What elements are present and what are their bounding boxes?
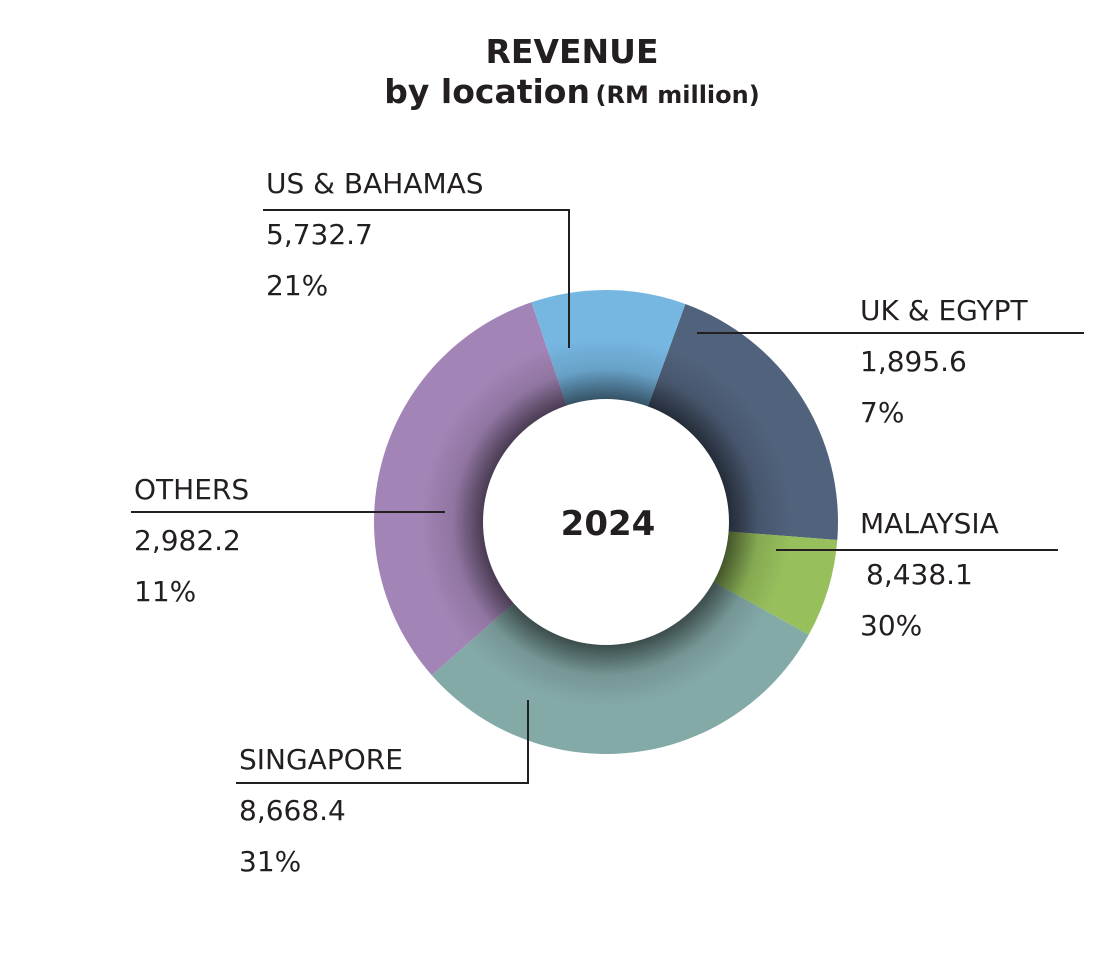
slice-name: US & BAHAMAS [266, 167, 484, 200]
leader-lines [131, 209, 1084, 784]
slice-value: 8,668.4 [239, 794, 346, 827]
donut-hole [483, 399, 729, 645]
chart-title: REVENUE by location (RM million) [0, 32, 1114, 111]
slice-percent: 31% [239, 845, 302, 878]
slice-value: 8,438.1 [866, 558, 973, 591]
slice-percent: 11% [134, 575, 197, 608]
slice-percent: 30% [860, 609, 923, 642]
slice-value: 5,732.7 [266, 218, 373, 251]
slice-name: OTHERS [134, 473, 250, 506]
slice-value: 2,982.2 [134, 524, 241, 557]
slice-percent: 7% [860, 396, 905, 429]
slice-percent: 21% [266, 269, 329, 302]
chart-subtitle: by location [384, 71, 590, 111]
leader-line-singapore [236, 700, 529, 784]
slice-name: SINGAPORE [239, 743, 403, 776]
chart-unit: (RM million) [595, 80, 760, 109]
leader-line-us-and-bahamas [263, 209, 570, 348]
donut-center-year: 2024 [561, 504, 656, 544]
slice-value: 1,895.6 [860, 345, 967, 378]
chart-title-main: REVENUE [485, 32, 659, 71]
slice-name: MALAYSIA [860, 507, 999, 540]
slice-name: UK & EGYPT [860, 294, 1028, 327]
